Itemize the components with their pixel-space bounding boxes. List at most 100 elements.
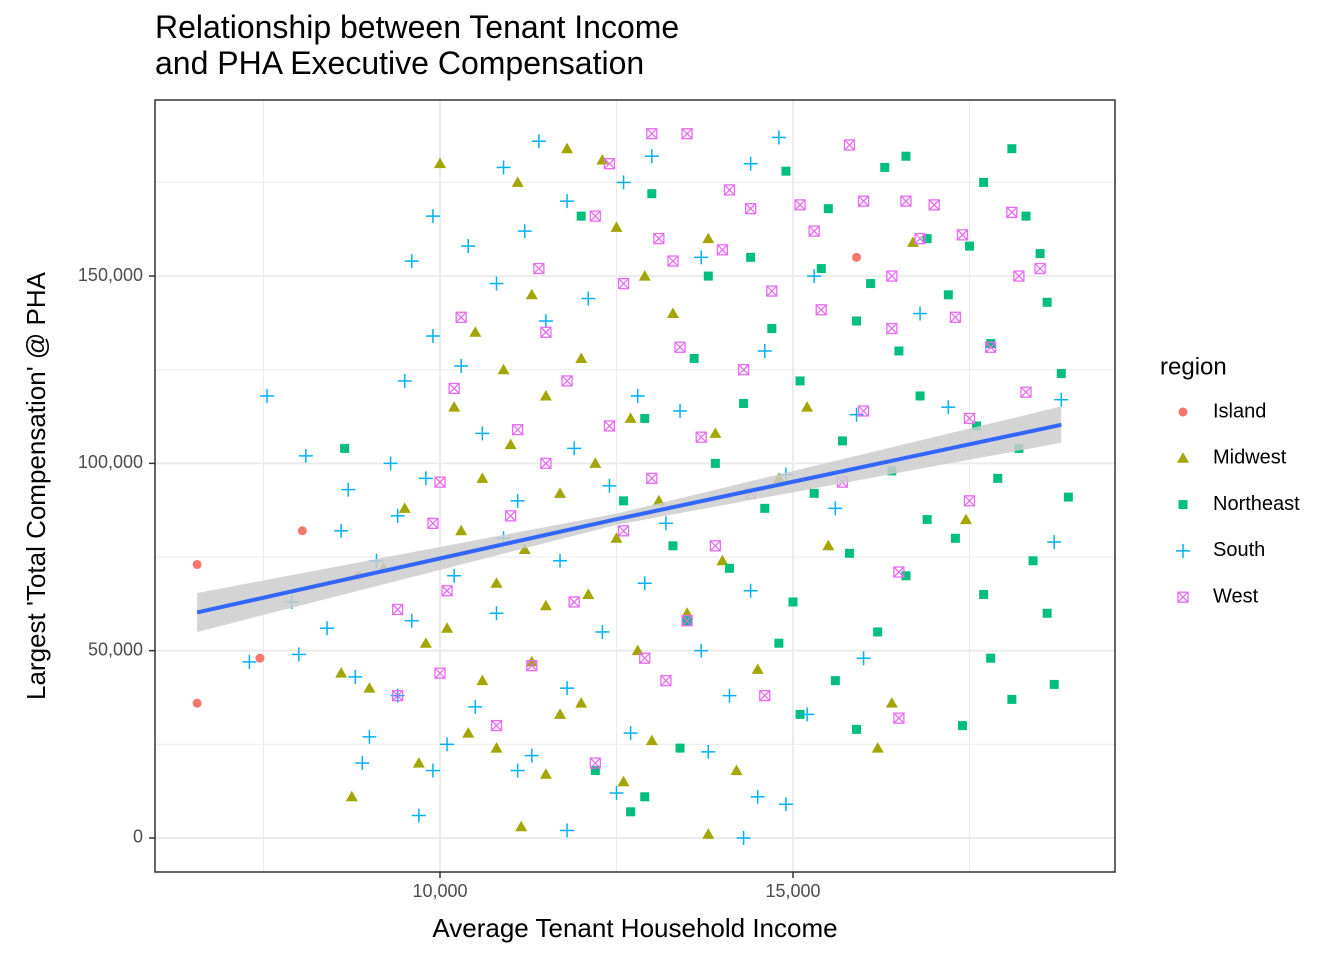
point-shape xyxy=(540,457,552,470)
point xyxy=(554,487,567,498)
point-shape xyxy=(646,128,658,140)
point xyxy=(192,698,202,708)
point xyxy=(468,699,483,714)
legend-label: West xyxy=(1213,585,1259,607)
point-shape xyxy=(822,539,835,551)
point-shape xyxy=(744,202,757,215)
point xyxy=(1042,297,1052,307)
point-shape xyxy=(689,353,699,363)
point xyxy=(560,681,575,696)
point-shape xyxy=(949,311,961,323)
point-shape xyxy=(830,676,840,686)
point-shape xyxy=(1178,500,1188,510)
point xyxy=(538,314,553,329)
point xyxy=(454,358,469,373)
point-shape xyxy=(610,532,623,543)
point-shape xyxy=(886,322,898,335)
point xyxy=(795,709,805,719)
point-shape xyxy=(886,323,898,334)
point-shape xyxy=(192,698,202,708)
point-shape xyxy=(852,724,862,734)
point xyxy=(885,697,898,708)
legend-key xyxy=(1177,452,1189,463)
point xyxy=(617,775,630,787)
point-shape xyxy=(515,820,528,832)
point-shape xyxy=(427,517,439,529)
point xyxy=(434,667,446,679)
point-shape xyxy=(603,158,615,170)
point-shape xyxy=(525,288,538,300)
point xyxy=(475,426,490,441)
point xyxy=(816,264,826,274)
point xyxy=(576,211,586,221)
point-shape xyxy=(922,234,932,244)
point xyxy=(681,128,693,140)
point-shape xyxy=(645,734,658,746)
point xyxy=(391,603,404,616)
point xyxy=(856,651,871,666)
point xyxy=(702,828,715,839)
point-shape xyxy=(589,757,601,769)
point xyxy=(490,577,503,588)
point-shape xyxy=(837,436,847,446)
point xyxy=(658,516,673,531)
point xyxy=(637,576,652,591)
point xyxy=(941,400,956,415)
point xyxy=(1006,206,1018,219)
point-shape xyxy=(589,757,601,769)
point xyxy=(518,543,531,555)
point-shape xyxy=(964,241,974,251)
trend-line xyxy=(196,422,1062,615)
point-shape xyxy=(873,627,883,637)
point xyxy=(341,482,356,497)
point xyxy=(750,789,765,804)
legend-key xyxy=(1178,500,1188,510)
point xyxy=(722,688,737,703)
point-shape xyxy=(886,270,898,282)
point-shape xyxy=(809,488,819,498)
point xyxy=(724,563,734,573)
point xyxy=(192,560,202,570)
point xyxy=(943,290,953,300)
point-shape xyxy=(985,341,997,353)
point-shape xyxy=(703,271,713,281)
point xyxy=(972,421,982,431)
point xyxy=(462,727,475,738)
point xyxy=(852,252,862,262)
point-shape xyxy=(963,495,976,507)
point xyxy=(956,229,969,241)
point-shape xyxy=(885,697,898,708)
point-shape xyxy=(928,199,940,211)
point xyxy=(624,412,637,423)
point-shape xyxy=(526,660,538,672)
point-shape xyxy=(398,502,411,513)
point-shape xyxy=(774,638,784,648)
point-shape xyxy=(943,290,953,300)
point xyxy=(640,792,650,802)
point xyxy=(979,589,989,599)
point xyxy=(355,756,370,771)
point xyxy=(345,790,358,802)
point xyxy=(963,412,976,425)
point xyxy=(666,307,679,319)
point xyxy=(689,353,699,363)
point-shape xyxy=(858,195,870,207)
point-shape xyxy=(985,341,997,353)
point-shape xyxy=(1020,386,1032,398)
point-shape xyxy=(767,324,777,334)
point-shape xyxy=(957,721,967,731)
point-shape xyxy=(766,285,778,297)
point xyxy=(568,596,580,608)
point-shape xyxy=(589,210,601,222)
point-shape xyxy=(950,533,960,543)
point xyxy=(653,232,665,245)
point-shape xyxy=(901,151,911,161)
point xyxy=(849,407,864,422)
point xyxy=(830,676,840,686)
point-shape xyxy=(540,326,552,338)
point-shape xyxy=(192,560,202,570)
point-shape xyxy=(653,233,665,245)
plot-background xyxy=(155,100,1115,872)
point xyxy=(639,652,651,664)
